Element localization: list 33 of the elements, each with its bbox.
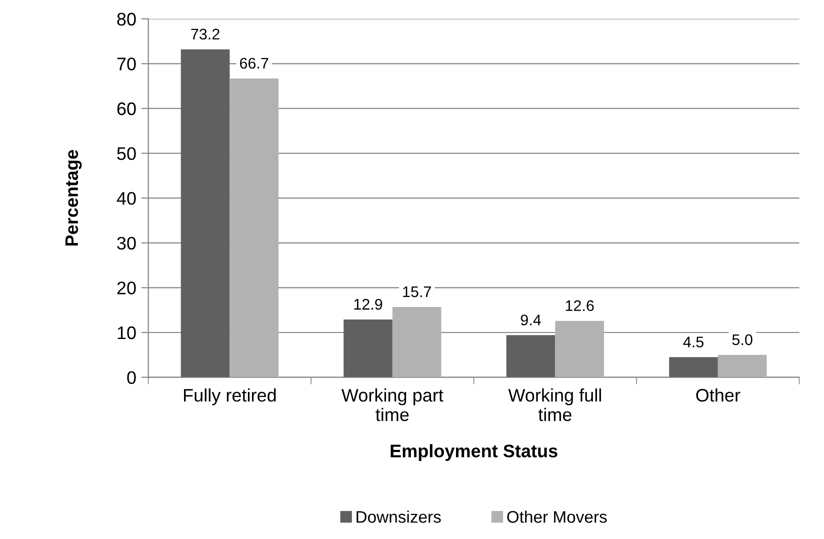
x-tick-label: Working part time (341, 388, 444, 422)
y-tick-label: 0 (127, 371, 136, 384)
legend-label: Other Movers (507, 510, 607, 523)
y-tick-label: 40 (116, 192, 136, 205)
bar (344, 320, 392, 378)
y-tick-label: 60 (117, 102, 136, 116)
bar (718, 354, 767, 378)
bar (669, 357, 718, 378)
x-tick-label: Fully retired (184, 388, 276, 406)
y-tick-label: 50 (117, 147, 136, 160)
bar (230, 78, 279, 378)
bar (392, 306, 442, 378)
y-tick-label: 30 (117, 236, 136, 250)
x-tick-label: Other (696, 388, 740, 402)
y-axis-title: Percentage (65, 150, 82, 246)
y-tick-label: 10 (118, 326, 136, 340)
y-tick-label: 80 (117, 12, 136, 26)
y-tick-label: 70 (117, 58, 136, 70)
y-tick-label: 20 (117, 282, 136, 294)
data-label: 15.7 (403, 286, 431, 298)
legend-label: Downsizers (356, 510, 441, 523)
x-tick-label: Working full time (508, 388, 601, 422)
bar (506, 335, 556, 378)
data-label: 9.4 (520, 314, 541, 326)
data-label: 73.2 (191, 28, 220, 40)
bar (180, 49, 230, 378)
data-label: 4.5 (683, 336, 704, 348)
bar (555, 320, 604, 378)
data-label: 66.7 (240, 58, 268, 69)
data-label: 12.6 (566, 300, 594, 312)
data-label: 5.0 (732, 334, 752, 346)
x-axis-title: Employment Status (390, 444, 558, 461)
data-label: 12.9 (354, 298, 382, 310)
